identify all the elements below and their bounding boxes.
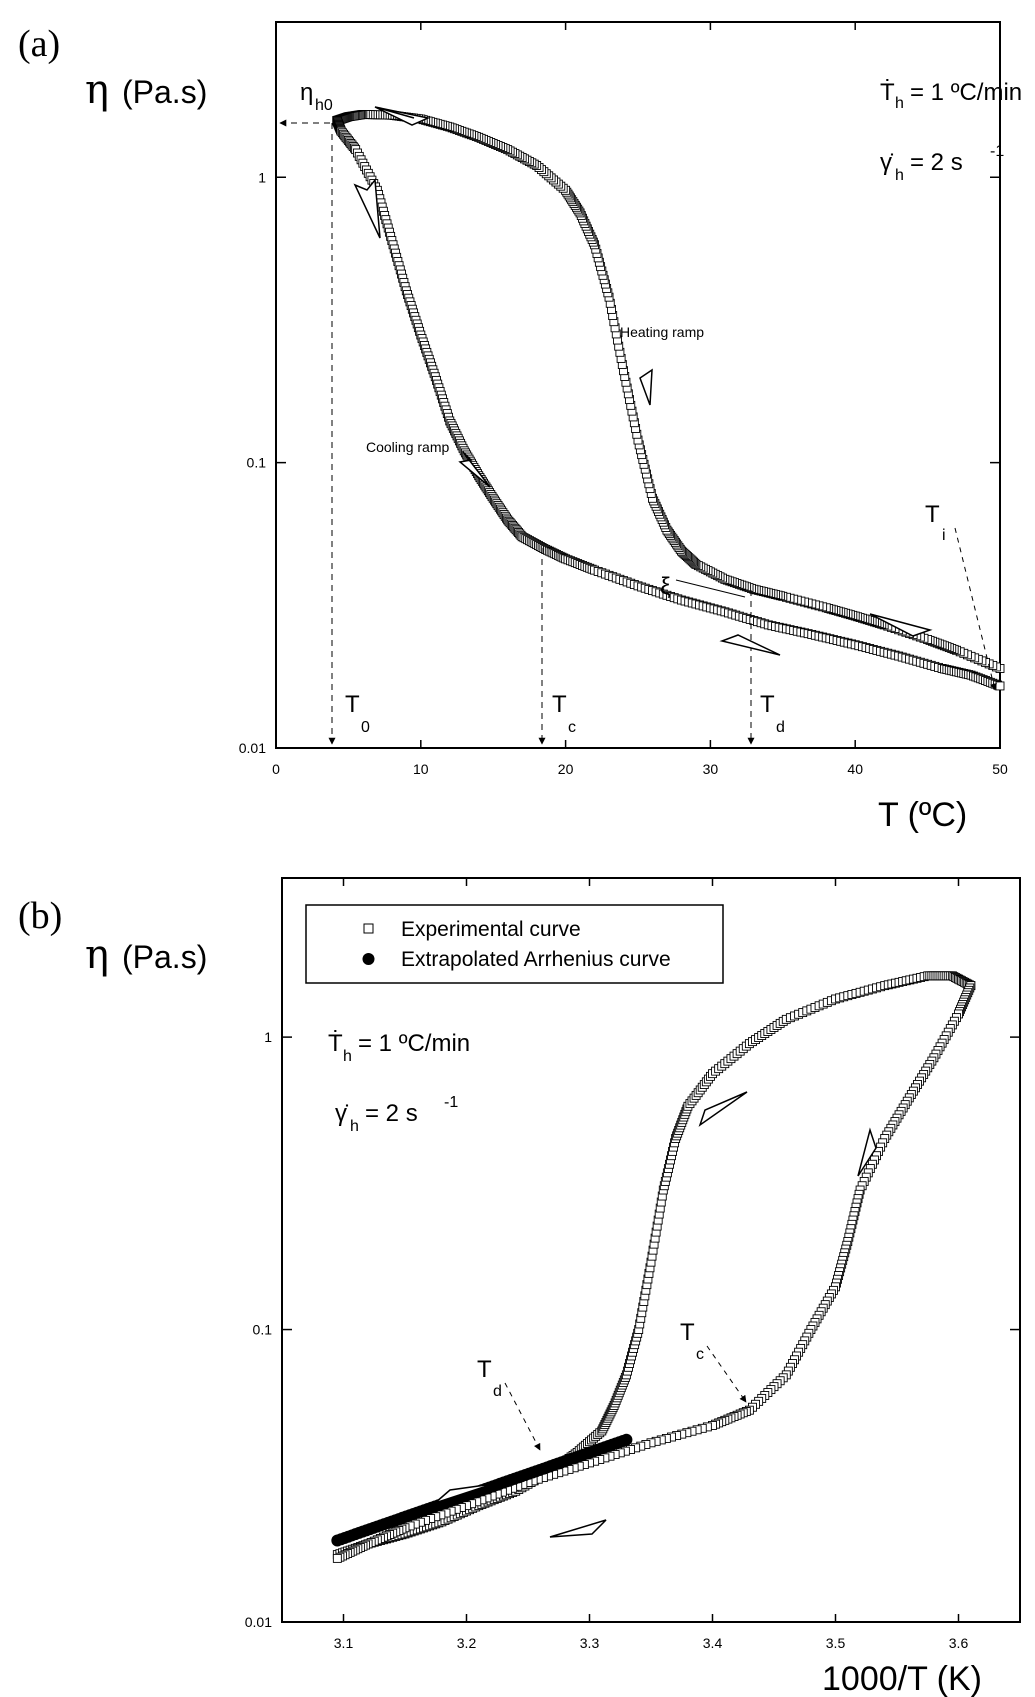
y-tick-label: 1 (264, 1029, 272, 1045)
ti-pointer (954, 527, 997, 691)
panel-label: (b) (18, 895, 62, 937)
arrow-cooling-left-bottom (719, 634, 781, 656)
arrow-up (857, 1127, 877, 1177)
t0-label: T (345, 691, 360, 718)
y-tick-label: 0.01 (239, 740, 266, 756)
shear-subscript: h (350, 1118, 359, 1135)
axis-ticks: 0 10 20 30 40 50 0.01 0.1 1 (239, 22, 1008, 777)
x-tick-label: 3.5 (826, 1635, 846, 1651)
shear-exponent: -1 (444, 1094, 458, 1111)
td-label: T (477, 1356, 492, 1383)
x-tick-label: 3.4 (703, 1635, 723, 1651)
xi-pointer (675, 579, 746, 598)
td-subscript: d (493, 1383, 502, 1400)
eta-h0-subscript: h0 (315, 97, 333, 114)
x-tick-label: 0 (272, 761, 280, 777)
arrow-cooling-up (353, 178, 381, 239)
legend-marker-filled-circle (362, 953, 375, 965)
legend-label: Experimental curve (401, 918, 581, 941)
tc-label: T (680, 1319, 695, 1346)
y-tick-label: 1 (258, 169, 266, 185)
shear-subscript: h (895, 167, 904, 184)
x-tick-label: 20 (558, 761, 574, 777)
xi-label: ξ (660, 573, 671, 600)
legend-marker-open-square (363, 923, 374, 934)
legend-label: Extrapolated Arrhenius curve (401, 948, 671, 971)
tc-pointer (706, 1345, 747, 1403)
shear-value: = 2 s (910, 149, 963, 176)
axis-ticks: 3.1 3.2 3.3 3.4 3.5 3.6 0.01 0.1 1 (245, 878, 1020, 1651)
x-tick-label: 30 (703, 761, 719, 777)
x-tick-label: 3.2 (457, 1635, 477, 1651)
x-tick-label: 50 (992, 761, 1008, 777)
ti-label: T (925, 501, 940, 528)
rate-symbol: Ṫ (880, 79, 895, 106)
rate-value: = 1 ºC/min (358, 1030, 470, 1057)
rate-subscript: h (895, 95, 904, 112)
legend: Experimental curve Extrapolated Arrheniu… (305, 904, 724, 984)
ti-subscript: i (942, 527, 946, 544)
rate-subscript: h (343, 1048, 352, 1065)
panel-label: (a) (18, 23, 60, 65)
data-series (332, 109, 1005, 691)
x-tick-label: 3.6 (949, 1635, 969, 1651)
y-tick-label: 0.1 (247, 455, 267, 471)
tc-label: T (552, 691, 567, 718)
td-subscript: d (776, 719, 785, 736)
shear-value: = 2 s (365, 1100, 418, 1127)
legend-box (305, 904, 724, 984)
x-tick-label: 10 (413, 761, 429, 777)
y-axis-label-unit: (Pa.s) (122, 939, 207, 975)
y-tick-label: 0.1 (253, 1322, 273, 1338)
y-axis-label-symbol: η (85, 67, 109, 113)
x-tick-label: 40 (847, 761, 863, 777)
x-tick-label: 3.3 (580, 1635, 600, 1651)
data-point (332, 1553, 342, 1563)
shear-symbol: γ̇ (880, 149, 894, 176)
x-axis-label: T (ºC) (878, 796, 967, 834)
chart-panel-b: (b) η (Pa.s) 3.1 3.2 3.3 3.4 3.5 3.60.010.11 … (18, 877, 1021, 1697)
cooling-ramp-label: Cooling ramp (366, 439, 449, 455)
arrow-left (434, 1483, 494, 1504)
rate-value: = 1 ºC/min (910, 79, 1022, 106)
direction-arrows (434, 1091, 877, 1538)
arrow-heating-top (374, 106, 431, 126)
x-tick-label: 3.1 (334, 1635, 354, 1651)
arrow-right (549, 1519, 607, 1538)
plot-frame (281, 877, 1021, 1623)
tc-subscript: c (696, 1346, 704, 1363)
data-point (995, 681, 1005, 691)
arrow-heating-right (869, 613, 933, 637)
arrow-heating-down (639, 368, 653, 406)
shear-exponent: -1 (990, 143, 1004, 160)
eta-h0-label: η (300, 79, 313, 106)
t0-subscript: 0 (361, 719, 370, 736)
shear-symbol: γ̇ (335, 1100, 349, 1127)
y-tick-label: 0.01 (245, 1614, 272, 1630)
td-label: T (760, 691, 775, 718)
data-series (331, 971, 976, 1563)
chart-panel-a: (a) η (Pa.s) 0 10 20 30 40 50 0.01 0.1 1 Ṫ h = 1… (18, 21, 1022, 834)
direction-arrows (353, 106, 933, 656)
td-pointer (504, 1382, 541, 1451)
tc-subscript: c (568, 719, 576, 736)
arrhenius-point (620, 1433, 633, 1446)
rate-symbol: Ṫ (328, 1030, 343, 1057)
heating-ramp-label: Heating ramp (620, 324, 704, 340)
y-axis-label-symbol: η (85, 932, 109, 978)
x-axis-label: 1000/T (K) (822, 1660, 982, 1697)
arrow-cooling-left (458, 451, 491, 488)
arrow-top-left (698, 1091, 748, 1127)
plot-frame (275, 21, 1001, 749)
y-axis-label-unit: (Pa.s) (122, 74, 207, 110)
